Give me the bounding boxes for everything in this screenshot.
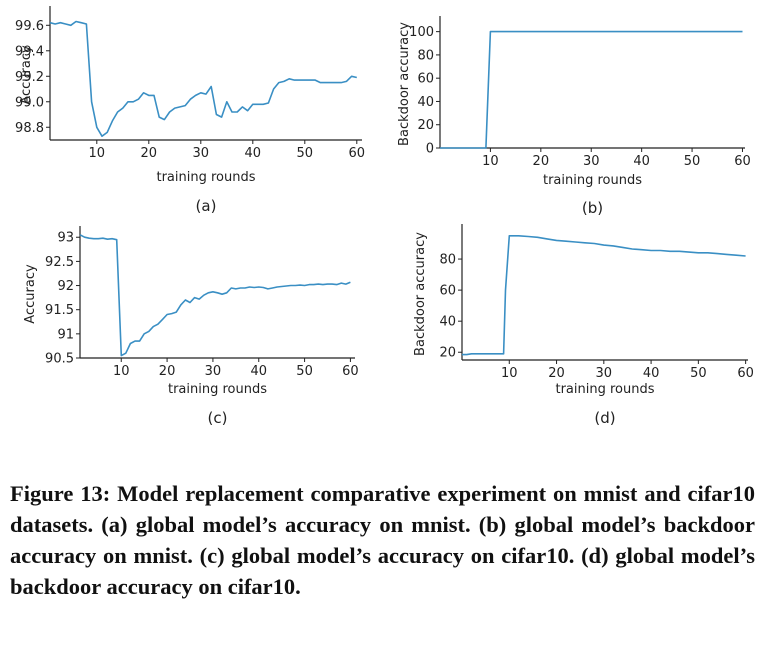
x-tick-label: 50	[297, 146, 314, 161]
x-tick-label: 60	[342, 364, 359, 379]
x-tick-label: 20	[159, 364, 176, 379]
series-line	[462, 235, 746, 356]
x-tick-label: 30	[596, 366, 613, 381]
panel-label: (a)	[196, 197, 217, 215]
panel-label: (c)	[208, 409, 228, 427]
y-tick-label: 91	[57, 327, 74, 342]
x-axis-label: training rounds	[156, 170, 255, 185]
y-tick-label: 99.4	[15, 44, 44, 59]
y-tick-label: 80	[439, 253, 456, 268]
y-tick-label: 60	[439, 284, 456, 299]
y-axis-label: Accuracy	[23, 264, 38, 324]
x-tick-label: 60	[737, 366, 754, 381]
x-axis-label: training rounds	[555, 382, 654, 397]
panel-label: (d)	[594, 409, 615, 427]
y-tick-label: 99.0	[15, 95, 44, 110]
x-tick-label: 40	[245, 146, 262, 161]
y-axis-label: Backdoor accuracy	[413, 232, 428, 356]
y-axis-label: Accuracy	[19, 45, 34, 105]
x-tick-label: 20	[533, 154, 550, 169]
y-tick-label: 40	[439, 315, 456, 330]
panel-label: (b)	[582, 199, 603, 217]
x-tick-label: 60	[734, 154, 751, 169]
x-tick-label: 20	[141, 146, 158, 161]
x-tick-label: 50	[684, 154, 701, 169]
y-tick-label: 100	[409, 25, 434, 40]
x-tick-label: 50	[296, 364, 313, 379]
y-tick-label: 93	[57, 231, 74, 246]
y-tick-label: 92	[57, 279, 74, 294]
figure-panels: 98.8 99.0 99.2 99.4 99.6 10 20 30 40 50 60 training…	[15, 6, 754, 427]
x-tick-label: 10	[482, 154, 499, 169]
y-tick-label: 0	[426, 142, 434, 157]
y-tick-label: 98.8	[15, 121, 44, 136]
x-tick-label: 30	[205, 364, 222, 379]
y-axis-label: Backdoor accuracy	[397, 22, 412, 146]
x-tick-label: 30	[193, 146, 210, 161]
y-tick-label: 80	[417, 48, 434, 63]
series-line	[79, 234, 351, 357]
series-line	[49, 20, 357, 137]
x-axis-label: training rounds	[168, 382, 267, 397]
y-tick-label: 99.6	[15, 19, 44, 34]
x-tick-label: 60	[349, 146, 366, 161]
x-tick-label: 20	[548, 366, 565, 381]
x-tick-label: 30	[583, 154, 600, 169]
series-line	[440, 30, 743, 149]
x-tick-label: 40	[250, 364, 267, 379]
x-tick-label: 10	[113, 364, 130, 379]
y-tick-label: 40	[417, 95, 434, 110]
y-tick-label: 20	[417, 118, 434, 133]
y-tick-label: 90.5	[45, 352, 74, 367]
x-tick-label: 40	[643, 366, 660, 381]
x-tick-label: 10	[89, 146, 106, 161]
y-tick-label: 60	[417, 72, 434, 87]
figure-caption: Figure 13: Model replacement comparative…	[10, 481, 755, 599]
x-tick-label: 10	[501, 366, 518, 381]
y-tick-label: 20	[439, 346, 456, 361]
x-axis-label: training rounds	[543, 173, 642, 188]
x-tick-label: 50	[690, 366, 707, 381]
y-tick-label: 91.5	[45, 303, 74, 318]
y-tick-label: 92.5	[45, 255, 74, 270]
x-tick-label: 40	[633, 154, 650, 169]
y-tick-label: 99.2	[15, 70, 44, 85]
